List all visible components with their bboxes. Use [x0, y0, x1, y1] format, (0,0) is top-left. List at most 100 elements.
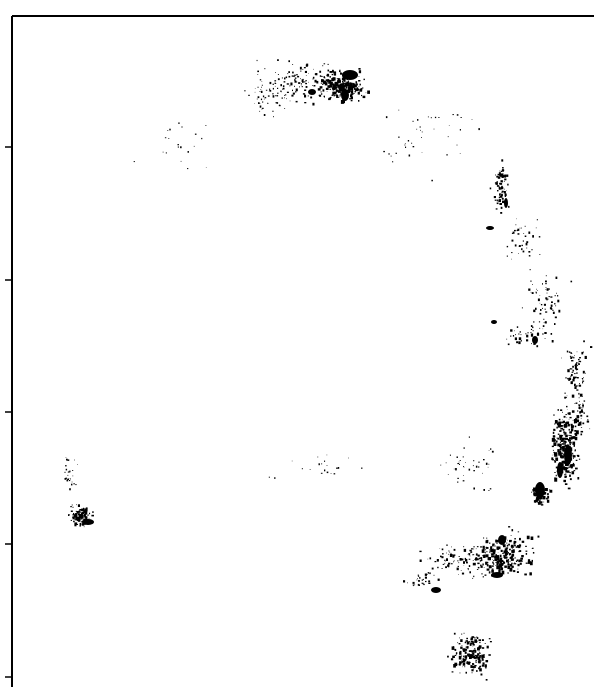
occurrence-point — [447, 564, 450, 567]
occurrence-point — [417, 578, 418, 579]
occurrence-point — [433, 128, 435, 130]
occurrence-point — [568, 466, 570, 468]
occurrence-point — [454, 648, 457, 651]
occurrence-point — [583, 407, 584, 409]
occurrence-point — [277, 87, 279, 89]
occurrence-point — [562, 453, 564, 455]
occurrence-point — [474, 656, 477, 659]
occurrence-point — [448, 566, 450, 568]
occurrence-point — [513, 570, 516, 573]
occurrence-point — [488, 450, 490, 451]
occurrence-point — [514, 538, 515, 540]
occurrence-point — [486, 645, 489, 649]
occurrence-point — [419, 126, 421, 128]
occurrence-point — [470, 551, 473, 553]
occurrence-point — [472, 554, 475, 556]
occurrence-point — [569, 355, 572, 357]
occurrence-point — [461, 558, 464, 561]
occurrence-point — [554, 477, 556, 479]
occurrence-point — [427, 572, 429, 574]
occurrence-point — [500, 564, 502, 566]
occurrence-point — [75, 484, 77, 486]
occurrence-point — [569, 437, 573, 440]
occurrence-point — [533, 491, 535, 493]
occurrence-point — [274, 85, 276, 87]
occurrence-point — [79, 511, 81, 513]
occurrence-point — [277, 59, 279, 61]
occurrence-point — [267, 102, 269, 104]
occurrence-point — [310, 96, 313, 99]
occurrence-point — [530, 280, 532, 282]
occurrence-point — [578, 404, 580, 406]
occurrence-point — [294, 85, 295, 87]
occurrence-point — [500, 212, 503, 214]
occurrence-point — [559, 434, 563, 438]
occurrence-point — [560, 455, 564, 459]
occurrence-point — [414, 584, 416, 586]
occurrence-point — [498, 559, 502, 563]
occurrence-point — [511, 239, 514, 242]
occurrence-point — [574, 425, 577, 428]
occurrence-point — [579, 357, 581, 359]
occurrence-point — [563, 466, 567, 471]
occurrence-point — [506, 544, 509, 547]
occurrence-point — [552, 309, 554, 311]
occurrence-point — [474, 654, 477, 657]
occurrence-point — [69, 480, 71, 482]
occurrence-point — [540, 304, 543, 306]
occurrence-point — [485, 549, 487, 551]
occurrence-point — [262, 95, 265, 98]
occurrence-point — [298, 82, 301, 84]
occurrence-point — [273, 116, 274, 118]
occurrence-point — [483, 567, 485, 568]
occurrence-point — [507, 343, 510, 346]
occurrence-point — [485, 554, 489, 558]
occurrence-point — [564, 468, 568, 471]
occurrence-point — [465, 648, 468, 651]
occurrence-point — [81, 517, 83, 520]
occurrence-point — [471, 669, 474, 672]
occurrence-point — [177, 144, 179, 146]
occurrence-point — [346, 83, 349, 86]
occurrence-point — [495, 182, 498, 185]
occurrence-point — [563, 445, 565, 447]
occurrence-point — [483, 459, 485, 461]
occurrence-point — [294, 80, 297, 83]
occurrence-point — [79, 524, 81, 527]
occurrence-point — [532, 552, 535, 554]
occurrence-point — [365, 92, 367, 94]
occurrence-point — [474, 665, 477, 667]
occurrence-point — [542, 496, 546, 500]
occurrence-point — [67, 478, 69, 480]
occurrence-point — [498, 569, 501, 573]
occurrence-point — [566, 417, 568, 419]
occurrence-point — [257, 86, 259, 88]
occurrence-point — [168, 138, 170, 139]
occurrence-point — [504, 552, 506, 555]
occurrence-point — [570, 425, 574, 429]
occurrence-point — [516, 229, 519, 232]
occurrence-point — [337, 467, 340, 469]
occurrence-point — [545, 311, 548, 313]
occurrence-point — [483, 654, 485, 656]
occurrence-point — [465, 652, 467, 654]
occurrence-point — [498, 567, 501, 570]
dense-patch — [504, 198, 508, 208]
occurrence-point — [350, 86, 352, 88]
occurrence-point — [321, 463, 323, 465]
occurrence-point — [265, 89, 268, 91]
occurrence-point — [356, 83, 358, 86]
occurrence-point — [295, 88, 298, 92]
occurrence-point — [575, 368, 579, 370]
occurrence-point — [571, 410, 575, 413]
occurrence-point — [424, 576, 427, 579]
occurrence-point — [503, 555, 506, 558]
occurrence-point — [259, 105, 262, 108]
occurrence-point — [562, 438, 564, 441]
occurrence-point — [499, 193, 502, 195]
occurrence-point — [296, 81, 298, 83]
occurrence-point — [519, 537, 521, 541]
occurrence-point — [531, 292, 534, 294]
occurrence-point — [294, 77, 297, 79]
